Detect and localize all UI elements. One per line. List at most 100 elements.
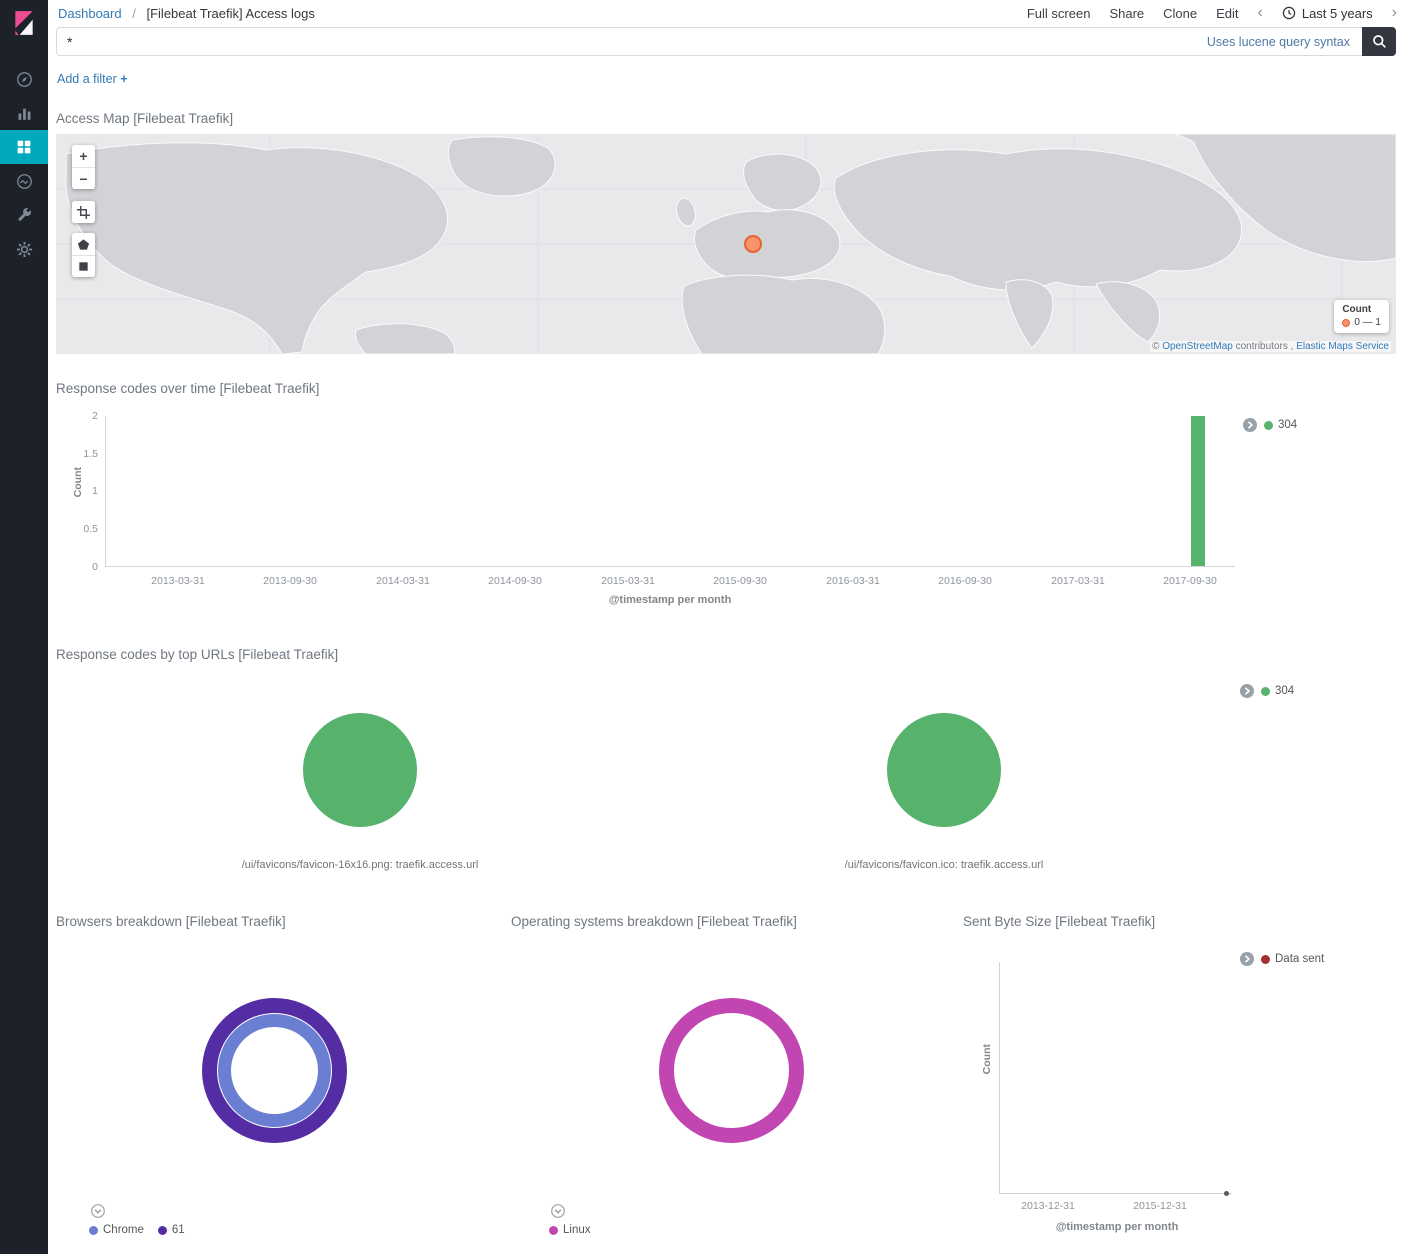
draw-rectangle-button[interactable] [72, 255, 95, 277]
legend-toggle-icon[interactable] [1243, 418, 1257, 432]
access-map[interactable]: + − [56, 134, 1396, 354]
panel-title-os-breakdown: Operating systems breakdown [Filebeat Tr… [511, 914, 797, 929]
legend-dot [89, 1225, 98, 1235]
browsers-donut-chart [202, 998, 347, 1143]
time-range-label: Last 5 years [1301, 5, 1373, 21]
legend-item-data-sent[interactable]: Data sent [1261, 953, 1324, 965]
x-tick: 2016-03-31 [826, 575, 880, 587]
x-tick: 2015-09-30 [713, 575, 767, 587]
x-tick: 2014-09-30 [488, 575, 542, 587]
crop-extent-button[interactable] [72, 201, 95, 223]
contributors-text: contributors , [1232, 341, 1297, 352]
edit-button[interactable]: Edit [1216, 5, 1239, 21]
panel-title-response-codes-by-top-urls: Response codes by top URLs [Filebeat Tra… [56, 647, 339, 662]
map-legend-entry: 0 — 1 [1354, 317, 1381, 328]
zoom-in-button[interactable]: + [72, 145, 95, 167]
bar-chart-icon [18, 108, 30, 120]
os-donut-chart [659, 998, 804, 1143]
time-step-back-button[interactable]: ‹ [1257, 4, 1263, 21]
sent-byte-size-panel: Sent Byte Size [Filebeat Traefik] Data s… [963, 914, 1396, 1258]
main-area: Dashboard / [Filebeat Traefik] Access lo… [48, 0, 1409, 1254]
legend-item-61[interactable]: 61 [157, 1224, 185, 1236]
page-title: [Filebeat Traefik] Access logs [146, 5, 315, 21]
sidebar-item-dev-tools[interactable] [0, 198, 48, 232]
search-button[interactable] [1362, 27, 1396, 56]
data-point[interactable] [1224, 1191, 1229, 1196]
polygon-icon [77, 238, 90, 250]
compass-icon [16, 71, 32, 87]
kibana-logo[interactable] [0, 0, 48, 46]
rectangle-icon [79, 262, 88, 271]
top-bar: Dashboard / [Filebeat Traefik] Access lo… [48, 0, 1409, 26]
legend: 304 [1240, 684, 1294, 698]
breadcrumb-separator: / [132, 5, 136, 21]
full-screen-button[interactable]: Full screen [1026, 5, 1091, 21]
time-picker[interactable]: Last 5 years [1282, 6, 1373, 21]
timelion-icon [16, 173, 32, 189]
legend-label: 304 [1278, 419, 1298, 431]
clock-icon [1282, 6, 1296, 20]
add-filter-label: Add a filter [57, 72, 117, 86]
filter-bar: Add a filter + [48, 56, 1409, 98]
zoom-out-button[interactable]: − [72, 167, 95, 189]
legend-toggle-icon[interactable] [1240, 684, 1254, 698]
ring-chrome[interactable] [218, 1014, 331, 1127]
elastic-maps-service-link[interactable]: Elastic Maps Service [1296, 341, 1389, 352]
legend-dot [549, 1225, 558, 1235]
app-sidebar [0, 0, 48, 1254]
sidebar-item-management[interactable] [0, 232, 48, 266]
panel-title-access-map: Access Map [Filebeat Traefik] [56, 111, 234, 126]
plus-icon: + [120, 72, 128, 86]
map-zoom-controls: + − [72, 145, 95, 189]
breadcrumb-dashboard-link[interactable]: Dashboard [58, 5, 122, 21]
legend-toggle-icon[interactable] [551, 1204, 565, 1218]
pie-favicon-16x16[interactable] [303, 713, 417, 827]
legend-toggle-icon[interactable] [91, 1204, 105, 1218]
x-axis-label: @timestamp per month [1055, 1221, 1179, 1233]
x-tick: 2015-03-31 [601, 575, 655, 587]
legend-item-chrome[interactable]: Chrome [89, 1224, 144, 1236]
x-tick: 2013-12-31 [1021, 1200, 1075, 1212]
legend: Chrome 61 [89, 1224, 185, 1236]
query-input[interactable] [57, 33, 1207, 50]
lucene-syntax-link[interactable]: Uses lucene query syntax [1206, 34, 1350, 49]
openstreetmap-link[interactable]: OpenStreetMap [1162, 341, 1233, 352]
pie-label: /ui/favicons/favicon.ico: traefik.access… [844, 859, 1044, 871]
x-axis-ticks: 2013-03-31 2013-09-30 2014-03-31 2014-09… [105, 575, 1235, 589]
response-codes-over-time-chart: Count 2 1.5 1 0.5 0 2013-03-31 2013-09-3… [56, 405, 1396, 617]
sidebar-item-visualize[interactable] [0, 96, 48, 130]
x-tick: 2017-09-30 [1163, 575, 1217, 587]
y-tick: 0 [92, 561, 98, 573]
ring-linux[interactable] [659, 998, 804, 1143]
legend-item-linux[interactable]: Linux [549, 1224, 591, 1236]
map-draw-controls [72, 233, 95, 277]
x-tick: 2016-09-30 [938, 575, 992, 587]
map-legend-title: Count [1342, 304, 1372, 315]
y-axis-label: Count [981, 1044, 993, 1075]
draw-polygon-button[interactable] [72, 233, 95, 255]
clone-button[interactable]: Clone [1163, 5, 1198, 21]
crop-icon [77, 205, 90, 219]
plot-area [999, 962, 1232, 1196]
response-codes-by-top-urls-chart: 304 /ui/favicons/favicon-16x16.png: trae… [56, 662, 1396, 899]
x-axis-label: @timestamp per month [608, 594, 732, 606]
map-marker[interactable] [744, 235, 762, 253]
dashboard-grid: Access Map [Filebeat Traefik] [48, 111, 1409, 1258]
bar-304[interactable] [1191, 416, 1205, 566]
sidebar-item-discover[interactable] [0, 62, 48, 96]
share-button[interactable]: Share [1109, 5, 1145, 21]
legend-label: Data sent [1275, 953, 1325, 965]
legend-toggle-icon[interactable] [1240, 952, 1254, 966]
sidebar-nav [0, 62, 48, 266]
x-tick: 2014-03-31 [376, 575, 430, 587]
legend-item-304[interactable]: 304 [1261, 685, 1294, 697]
add-filter-link[interactable]: Add a filter + [57, 72, 128, 86]
y-tick: 1.5 [83, 448, 98, 460]
sidebar-item-dashboard[interactable] [0, 130, 48, 164]
legend-item-304[interactable]: 304 [1264, 419, 1297, 431]
legend-label: 304 [1275, 685, 1295, 697]
time-step-forward-button[interactable]: › [1391, 4, 1397, 21]
x-tick: 2013-09-30 [263, 575, 317, 587]
sidebar-item-timelion[interactable] [0, 164, 48, 198]
pie-favicon-ico[interactable] [887, 713, 1001, 827]
